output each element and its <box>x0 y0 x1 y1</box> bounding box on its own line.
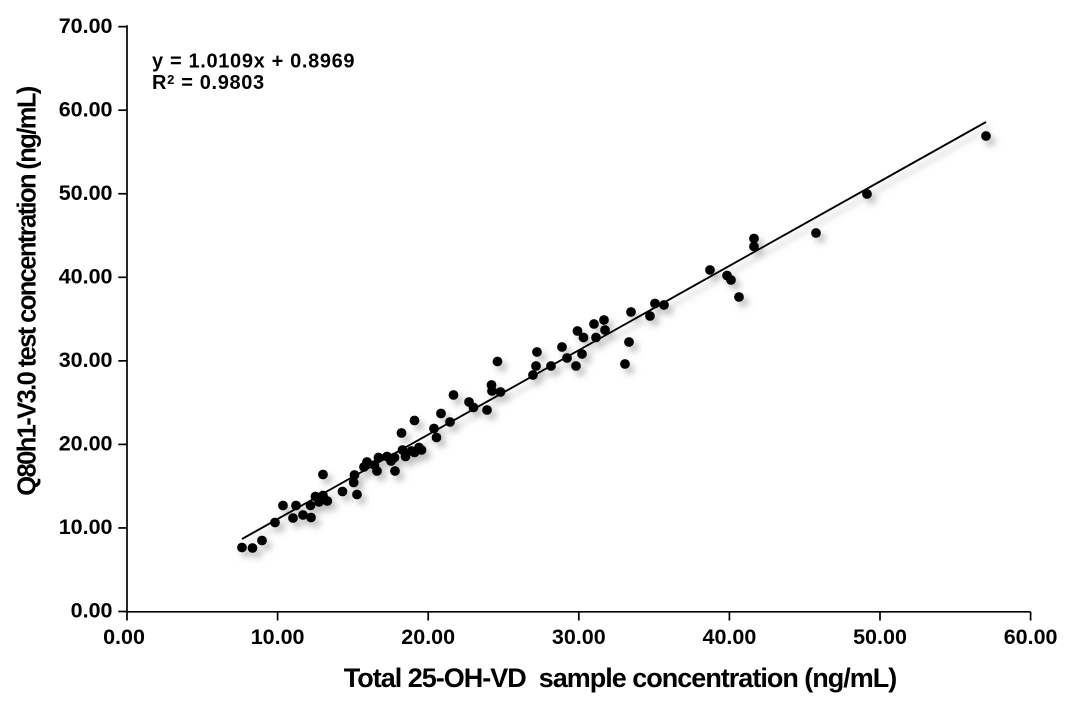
svg-text:70.00: 70.00 <box>59 14 113 38</box>
svg-text:20.00: 20.00 <box>59 432 113 456</box>
svg-text:20.00: 20.00 <box>401 625 455 649</box>
svg-text:Q80h1-V3.0 test concentration: Q80h1-V3.0 test concentration (ng/mL) <box>14 86 42 495</box>
svg-text:y = 1.0109x + 0.8969: y = 1.0109x + 0.8969 <box>152 51 355 73</box>
svg-text:30.00: 30.00 <box>552 625 606 649</box>
svg-text:30.00: 30.00 <box>59 348 113 372</box>
svg-text:50.00: 50.00 <box>853 625 907 649</box>
svg-text:40.00: 40.00 <box>702 625 756 649</box>
svg-text:Total 25-OH-VD sample concent: Total 25-OH-VD sample concentration (ng/… <box>344 663 897 693</box>
svg-text:0.00: 0.00 <box>103 625 145 649</box>
svg-text:10.00: 10.00 <box>251 625 305 649</box>
svg-text:10.00: 10.00 <box>59 515 113 539</box>
svg-text:60.00: 60.00 <box>1004 625 1058 649</box>
svg-text:0.00: 0.00 <box>71 599 113 623</box>
svg-text:40.00: 40.00 <box>59 265 113 289</box>
svg-text:60.00: 60.00 <box>59 97 113 121</box>
svg-text:R2 = 0.9803: R2 = 0.9803 <box>152 72 265 94</box>
svg-text:50.00: 50.00 <box>59 181 113 205</box>
